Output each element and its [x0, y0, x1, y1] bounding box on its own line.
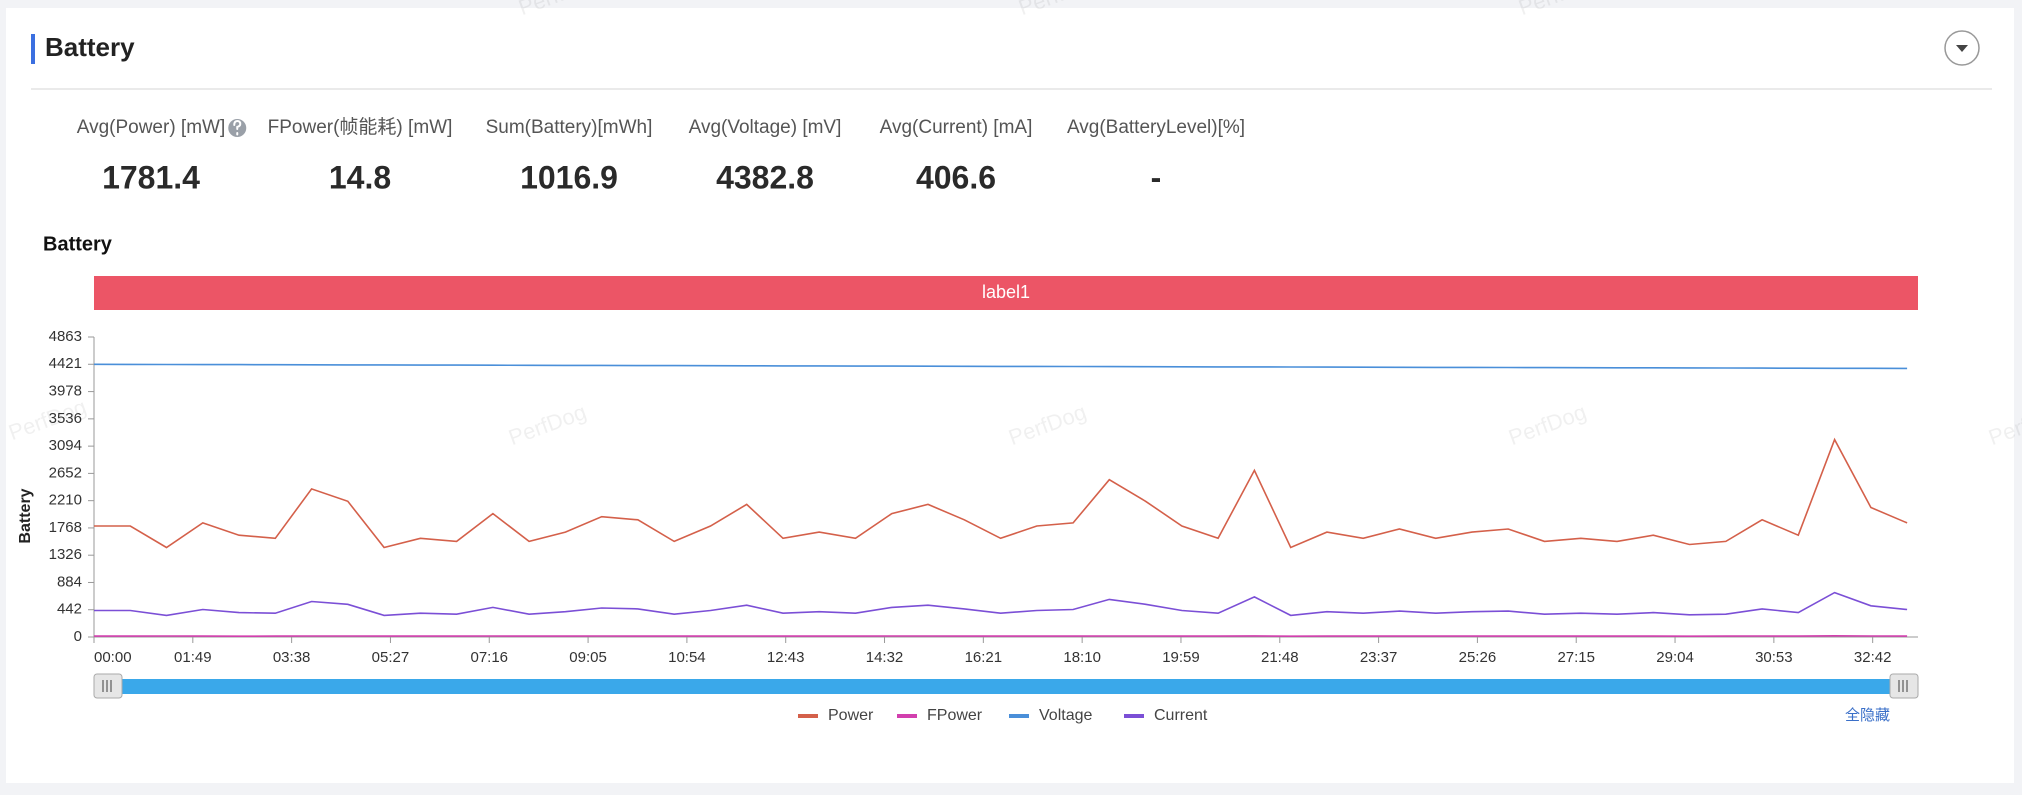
series-line — [93, 363, 1908, 370]
stat-value: - — [1151, 159, 1162, 195]
x-tick-label: 16:21 — [965, 649, 1003, 666]
x-tick-label: 01:49 — [174, 649, 212, 666]
x-tick-label: 10:54 — [668, 649, 706, 666]
y-tick-label: 3536 — [49, 410, 82, 427]
stat-label: Avg(Current) [mA] — [880, 117, 1033, 138]
y-tick-label: 1768 — [49, 519, 82, 536]
x-tick-label: 18:10 — [1063, 649, 1101, 666]
stat-value: 4382.8 — [716, 159, 814, 195]
x-tick-label: 09:05 — [569, 649, 607, 666]
x-tick-label: 19:59 — [1162, 649, 1200, 666]
collapse-arrow[interactable] — [1956, 45, 1968, 52]
slider-handle[interactable] — [93, 673, 123, 699]
legend-label: Voltage — [1039, 707, 1092, 724]
y-tick-label: 2652 — [49, 464, 82, 481]
series-line — [94, 591, 1908, 617]
stat-label: Sum(Battery)[mWh] — [486, 117, 653, 138]
y-tick-label: 3094 — [49, 437, 82, 454]
x-tick-label: 03:38 — [273, 649, 311, 666]
legend-label: Power — [828, 707, 874, 724]
x-tick-label: 23:37 — [1360, 649, 1398, 666]
stat-value: 14.8 — [329, 159, 391, 195]
x-tick-label: 07:16 — [470, 649, 508, 666]
series-line — [94, 437, 1908, 549]
y-axis-label: Battery — [17, 488, 34, 543]
legend-item[interactable]: Power — [798, 707, 874, 724]
legend-item[interactable]: Voltage — [1009, 707, 1092, 724]
stat-label: Avg(Power) [mW] — [77, 117, 226, 138]
legend-item[interactable]: Current — [1124, 707, 1208, 724]
y-tick-label: 0 — [74, 628, 82, 645]
card-title: Battery — [45, 32, 135, 62]
x-tick-label: 00:00 — [94, 649, 132, 666]
y-tick-label: 884 — [57, 573, 82, 590]
slider-handle[interactable] — [1889, 673, 1919, 699]
x-tick-label: 12:43 — [767, 649, 805, 666]
y-tick-label: 1326 — [49, 546, 82, 563]
collapse-button[interactable] — [1944, 30, 1980, 66]
label-band — [94, 276, 1918, 310]
x-tick-label: 14:32 — [866, 649, 904, 666]
chart-title: Battery — [43, 233, 113, 255]
x-tick-label: 25:26 — [1459, 649, 1497, 666]
legend-label: FPower — [927, 707, 983, 724]
title-accent — [31, 34, 35, 64]
stat-label: Avg(BatteryLevel)[%] — [1067, 117, 1245, 138]
slider-track[interactable] — [94, 679, 1918, 694]
stat-label: FPower(帧能耗) [mW] — [268, 116, 453, 138]
legend-item[interactable]: FPower — [897, 707, 983, 724]
y-tick-label: 3978 — [49, 383, 82, 400]
x-tick-label: 32:42 — [1854, 649, 1892, 666]
x-tick-label: 30:53 — [1755, 649, 1793, 666]
stat-value: 1016.9 — [520, 159, 618, 195]
y-tick-label: 4421 — [49, 355, 82, 372]
x-tick-label: 27:15 — [1557, 649, 1595, 666]
hide-all-link[interactable]: 全隐藏 — [1845, 706, 1890, 724]
y-tick-label: 4863 — [49, 328, 82, 345]
x-tick-label: 29:04 — [1656, 649, 1694, 666]
card — [6, 8, 2014, 783]
y-tick-label: 442 — [57, 601, 82, 618]
y-tick-label: 2210 — [49, 492, 82, 509]
legend-label: Current — [1154, 707, 1208, 724]
x-tick-label: 21:48 — [1261, 649, 1299, 666]
help-glyph — [233, 119, 242, 136]
stat-value: 1781.4 — [102, 159, 200, 195]
x-tick-label: 05:27 — [372, 649, 410, 666]
label-band-text: label1 — [982, 282, 1030, 302]
stat-value: 406.6 — [916, 159, 996, 195]
stat-label: Avg(Voltage) [mV] — [689, 117, 842, 138]
